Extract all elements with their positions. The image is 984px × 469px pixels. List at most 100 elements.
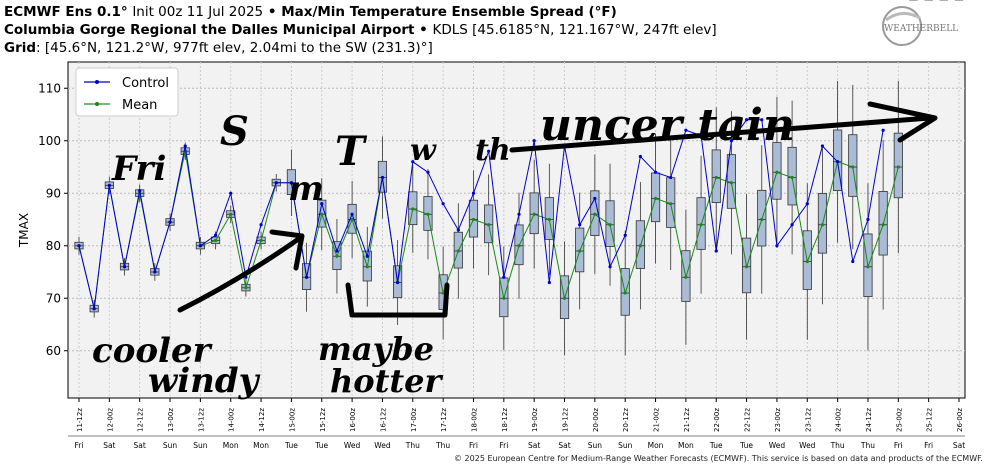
- cooler-arrow-line: [177, 235, 303, 313]
- x-tick-label: 14-00z: [228, 408, 236, 432]
- day-label: Sun: [163, 441, 178, 450]
- control-point: [138, 189, 142, 193]
- day-label: Thu: [830, 441, 845, 450]
- mean-point: [593, 212, 597, 216]
- x-tick-label: 17-12z: [440, 408, 448, 432]
- control-point: [183, 144, 187, 148]
- header-line-1: ECMWF Ens 0.1° Init 00z 11 Jul 2025 • Ma…: [4, 4, 617, 20]
- day-label: Mon: [253, 441, 269, 450]
- x-tick-label: 12-12z: [137, 408, 145, 432]
- control-point: [744, 118, 749, 122]
- day-label: Sat: [528, 441, 540, 450]
- control-point: [411, 160, 415, 164]
- day-label: Fri: [894, 441, 903, 450]
- mean-point: [805, 259, 809, 264]
- day-label: Fri: [75, 441, 84, 450]
- y-tick-label: 60: [46, 344, 61, 358]
- control-point: [426, 170, 430, 174]
- mean-point: [653, 196, 658, 201]
- mean-point: [229, 212, 233, 216]
- control-line: [78, 119, 884, 309]
- control-point: [471, 191, 476, 195]
- x-tick-label: 16-12z: [379, 408, 387, 432]
- mean-point: [259, 238, 263, 243]
- day-label: Thu: [405, 441, 420, 450]
- mean-point: [502, 296, 506, 300]
- handwritten-windy: windy: [148, 361, 261, 401]
- x-tick-label: 22-12z: [744, 408, 752, 432]
- mean-point: [896, 165, 900, 169]
- mean-point: [456, 249, 460, 253]
- x-tick-label: 13-00z: [167, 408, 175, 432]
- handwritten-thu: th: [475, 133, 511, 168]
- control-point: [623, 233, 627, 237]
- control-point: [669, 175, 673, 180]
- mean-point: [608, 223, 612, 227]
- uncertain-arrow-line: [509, 115, 933, 153]
- mean-point: [760, 217, 764, 222]
- logo-text: WEATHERBELL: [884, 24, 958, 34]
- y-tick-label: 80: [46, 239, 61, 253]
- handwritten-sat: S: [220, 108, 249, 155]
- mean-point: [714, 175, 718, 180]
- mean-point: [350, 217, 354, 222]
- control-point: [274, 181, 278, 185]
- mean-point: [562, 296, 567, 300]
- day-label: Wed: [799, 441, 816, 450]
- x-tick-label: 25-00z: [895, 408, 903, 432]
- x-tick-label: 12-00z: [106, 408, 114, 432]
- day-label: Sat: [953, 441, 965, 450]
- control-point: [198, 244, 202, 248]
- weatherbell-logo: WEATHERBELL: [880, 4, 966, 48]
- mean-point: [487, 223, 491, 227]
- mean-point: [623, 291, 627, 295]
- handwritten-maybe: maybe: [318, 330, 434, 368]
- mean-point: [320, 212, 324, 216]
- mean-point: [547, 217, 551, 222]
- mean-point: [244, 286, 248, 290]
- mean-point: [699, 223, 703, 227]
- control-point: [396, 280, 400, 285]
- init-time: Init 00z 11 Jul 2025: [132, 4, 264, 20]
- x-tick-label: 18-00z: [470, 408, 478, 432]
- handwritten-cooler: cooler: [92, 331, 213, 371]
- x-tick-label: 21-12z: [683, 408, 691, 432]
- day-label: Thu: [435, 441, 450, 450]
- grid-info: : [45.6°N, 121.2°W, 977ft elev, 2.04mi t…: [36, 40, 433, 56]
- mean-point: [638, 244, 642, 248]
- mean-point: [471, 217, 476, 222]
- x-tick-label: 17-00z: [410, 408, 418, 432]
- day-label: Fri: [469, 441, 478, 450]
- control-point: [729, 139, 734, 143]
- mean-point: [532, 212, 536, 216]
- day-label: Thu: [860, 441, 875, 450]
- control-point: [456, 228, 460, 232]
- mean-point: [775, 170, 779, 174]
- copyright-notice: © 2025 European Centre for Medium-Range …: [454, 454, 983, 463]
- mean-point: [729, 181, 734, 185]
- control-point: [608, 265, 612, 269]
- header-line-2: Columbia Gorge Regional the Dalles Munic…: [4, 22, 717, 38]
- day-label: Mon: [678, 441, 694, 450]
- handwritten-mon: m: [288, 169, 324, 209]
- mean-point: [578, 249, 582, 253]
- y-axis-label: TMAX: [17, 213, 31, 248]
- mean-point: [335, 254, 339, 258]
- bracket: [345, 282, 450, 318]
- legend-label: Control: [122, 76, 169, 91]
- y-tick-label: 110: [38, 81, 61, 95]
- control-point: [107, 183, 111, 187]
- control-point: [213, 233, 218, 237]
- day-label: Tue: [739, 441, 753, 450]
- y-tick-label: 70: [46, 291, 61, 305]
- handwritten-wed: w: [410, 133, 437, 168]
- mean-point: [790, 175, 794, 180]
- x-tick-label: 23-00z: [774, 408, 782, 432]
- control-point: [790, 223, 794, 227]
- y-tick-label: 90: [46, 186, 61, 200]
- x-tick-label: 24-12z: [865, 408, 873, 432]
- x-tick-label: 24-00z: [835, 408, 843, 432]
- control-point: [335, 249, 339, 253]
- control-point: [153, 270, 157, 274]
